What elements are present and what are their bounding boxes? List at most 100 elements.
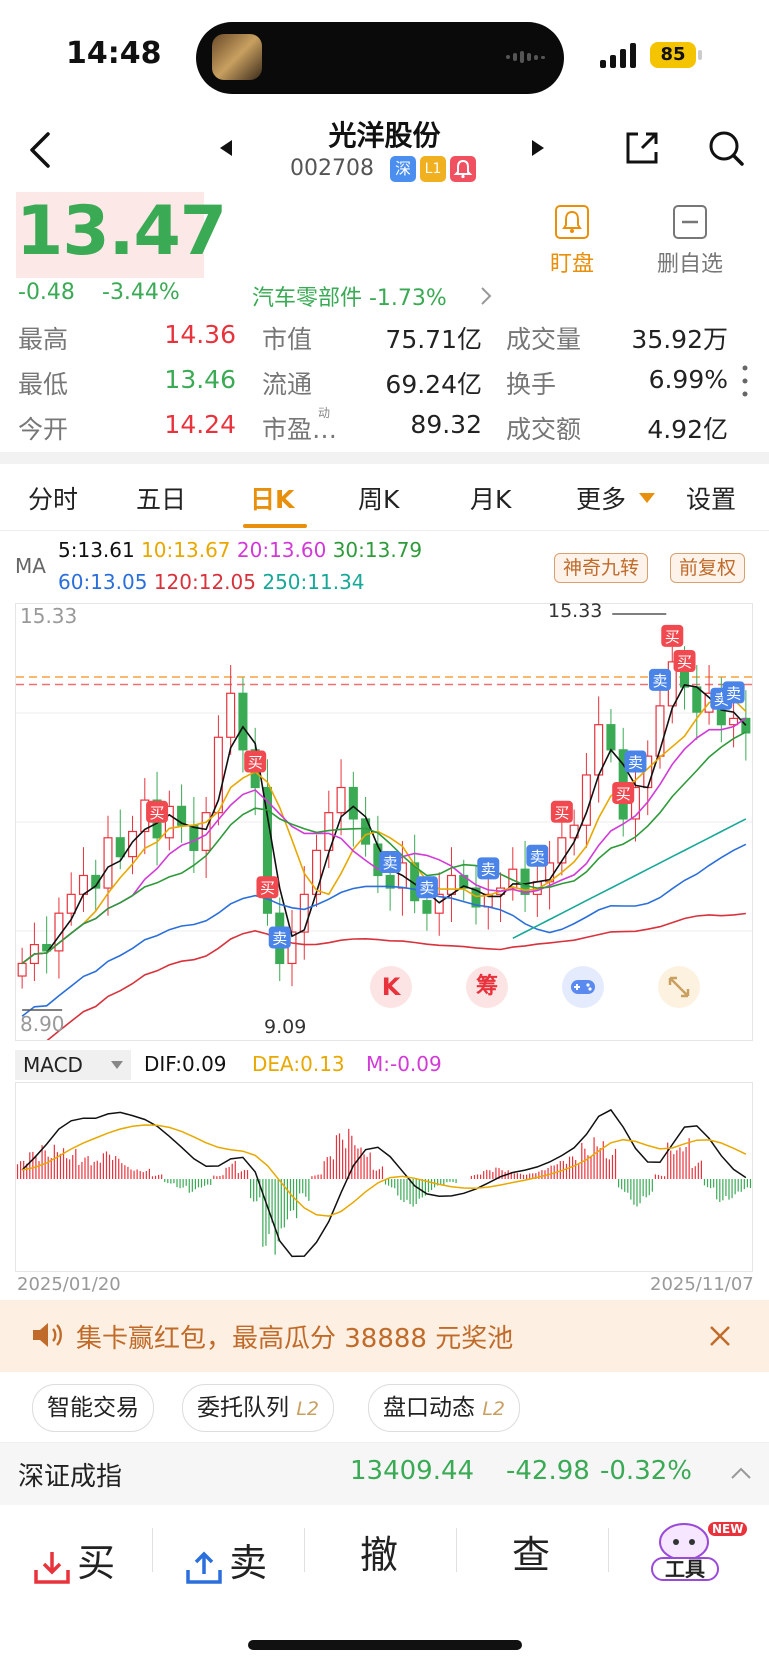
stat-label-volume: 成交量 xyxy=(506,325,582,354)
tab-settings[interactable]: 设置 xyxy=(686,485,737,514)
chip-smart-trade[interactable]: 智能交易 xyxy=(32,1384,154,1432)
sell-signal-label: 卖 xyxy=(530,848,545,866)
candle-body xyxy=(201,812,211,851)
tab-intraday[interactable]: 分时 xyxy=(28,485,79,514)
back-icon[interactable] xyxy=(20,128,64,172)
stat-value-mktcap: 75.71亿 xyxy=(385,325,482,354)
candle-body xyxy=(385,874,395,889)
buy-signal-label: 买 xyxy=(248,754,263,772)
candle-body xyxy=(103,837,113,889)
k-chart-button[interactable]: K xyxy=(370,966,412,1008)
chip-distribution-button[interactable]: 筹 xyxy=(466,966,508,1008)
ma30-line xyxy=(21,731,747,965)
more-vertical-icon[interactable] xyxy=(740,364,750,398)
macd-dea: DEA:0.13 xyxy=(252,1052,345,1076)
chip-order-queue[interactable]: 委托队列 L2 xyxy=(182,1384,334,1432)
ma30-value: 30:13.79 xyxy=(332,538,423,562)
buy-signal xyxy=(673,649,696,672)
sell-button[interactable]: 卖 xyxy=(184,1528,267,1588)
ma60-value: 60:13.05 xyxy=(58,570,148,594)
candle-body xyxy=(692,686,702,713)
macd-chart[interactable] xyxy=(15,1082,753,1272)
sell-signal xyxy=(722,681,745,704)
index-pct: -0.32% xyxy=(600,1456,692,1486)
cancel-order-button[interactable]: 撤 xyxy=(360,1533,399,1577)
chip-order-book[interactable]: 盘口动态 L2 xyxy=(368,1384,520,1432)
chip-order-book-label: 盘口动态 xyxy=(383,1395,475,1421)
indicator-name: MACD xyxy=(23,1053,83,1077)
start-date: 2025/01/20 xyxy=(17,1274,121,1295)
kline-chart[interactable]: 买买卖买卖卖卖卖买买卖卖买买卖卖 xyxy=(15,603,753,1053)
ma10-line xyxy=(21,696,747,965)
section-divider xyxy=(0,452,769,464)
candle-body xyxy=(606,724,616,751)
sell-signal-label: 卖 xyxy=(628,754,643,772)
buy-signal xyxy=(146,800,169,823)
candle-body xyxy=(177,805,187,826)
buy-signal xyxy=(244,750,267,773)
tab-separator xyxy=(0,530,769,531)
tools-button[interactable]: 工具 NEW xyxy=(646,1520,748,1582)
alert-bell-icon[interactable] xyxy=(450,156,476,182)
tab-daily-k[interactable]: 日K xyxy=(250,485,295,514)
upload-icon xyxy=(186,1551,222,1584)
magic-nine-button[interactable]: 神奇九转 xyxy=(554,553,649,583)
watch-button[interactable]: 盯盘 xyxy=(540,204,604,278)
candle-body xyxy=(213,736,223,814)
indicator-select[interactable]: MACD xyxy=(15,1050,131,1080)
price-change-pct: -3.44% xyxy=(102,280,180,305)
buy-signal xyxy=(550,800,573,823)
candle-body xyxy=(299,893,309,933)
gamepad-icon[interactable] xyxy=(562,966,604,1008)
now-playing-artwork[interactable] xyxy=(212,34,262,80)
sector-link[interactable]: 汽车零部件 -1.73% xyxy=(252,286,447,311)
stat-value-pe: 89.32 xyxy=(410,410,482,439)
close-icon[interactable] xyxy=(708,1324,732,1348)
ma250-value: 250:11.34 xyxy=(262,570,365,594)
ma250-line xyxy=(512,818,747,940)
sell-signal xyxy=(415,876,438,899)
query-button[interactable]: 查 xyxy=(512,1533,551,1577)
stat-label-pe: 市盈… xyxy=(262,415,338,444)
dif-line xyxy=(21,1108,747,1258)
ma5-value: 5:13.61 xyxy=(58,538,135,562)
sell-signal-label: 卖 xyxy=(481,860,496,878)
adjust-mode-button[interactable]: 前复权 xyxy=(670,553,746,583)
chevron-up-icon[interactable] xyxy=(730,1466,752,1480)
stat-value-open: 14.24 xyxy=(164,410,236,439)
next-stock-icon[interactable] xyxy=(530,138,546,158)
buy-signal-label: 买 xyxy=(616,785,631,803)
tab-more[interactable]: 更多 xyxy=(576,485,627,514)
stat-label-amount: 成交额 xyxy=(506,415,582,444)
l2-badge: L2 xyxy=(296,1398,319,1420)
home-indicator xyxy=(248,1640,522,1650)
expand-icon[interactable] xyxy=(658,966,700,1008)
end-date: 2025/11/07 xyxy=(650,1274,754,1295)
ma-label: MA xyxy=(15,554,46,578)
share-icon[interactable] xyxy=(622,128,662,168)
battery-tip xyxy=(698,50,702,60)
tools-label: 工具 xyxy=(665,1557,705,1581)
remove-watchlist-button[interactable]: 删自选 xyxy=(648,204,732,278)
minus-box-icon xyxy=(673,205,707,239)
prev-stock-icon[interactable] xyxy=(218,138,234,158)
search-icon[interactable] xyxy=(706,128,746,168)
candle-body xyxy=(520,868,530,895)
high-price-marker: 15.33 xyxy=(548,600,603,622)
tab-monthly-k[interactable]: 月K xyxy=(470,485,512,514)
buy-button[interactable]: 买 xyxy=(32,1528,115,1588)
candle-body xyxy=(128,830,138,858)
candle-body xyxy=(336,786,346,814)
index-value: 13409.44 xyxy=(350,1456,475,1486)
promo-banner[interactable] xyxy=(0,1300,769,1372)
stat-value-turnover: 6.99% xyxy=(648,365,728,394)
watch-bell-icon xyxy=(555,205,589,239)
tab-five-day[interactable]: 五日 xyxy=(136,485,187,514)
index-bar[interactable] xyxy=(0,1442,769,1505)
stat-pe-dynamic-mark: 动 xyxy=(318,406,331,420)
price-highlight xyxy=(16,192,204,278)
candle-body xyxy=(238,692,248,751)
candle-body xyxy=(226,692,236,738)
tab-weekly-k[interactable]: 周K xyxy=(358,485,400,514)
